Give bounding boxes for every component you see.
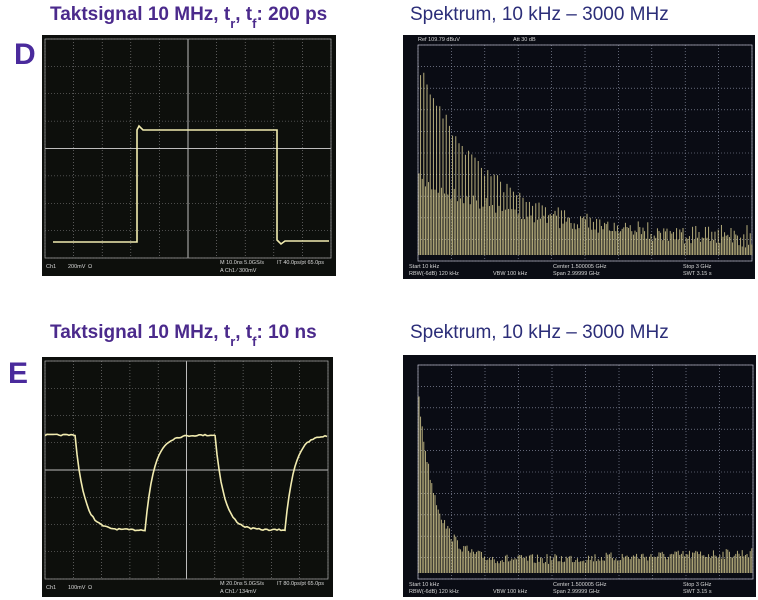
scope-info: IT 80.0ps/pt 65.0ps [277, 581, 324, 587]
analyzer-info: SWT 3.15 s [683, 271, 712, 277]
slide-label: E [8, 357, 28, 390]
scope-info: 200mV [68, 264, 86, 270]
panel-title: Taktsignal 10 MHz, tr, tf: 10 ns [50, 322, 317, 349]
analyzer-info: VBW 100 kHz [493, 589, 527, 595]
scope-info: Ω [88, 585, 92, 591]
analyzer-info: RBW(-6dB) 120 kHz [409, 589, 459, 595]
scope-info: M 20.0ns 5.0GS/s [220, 581, 264, 587]
scope-info: IT 40.0ps/pt 65.0ps [277, 260, 324, 266]
scope-screen [42, 35, 336, 276]
slide-label: D [14, 38, 36, 71]
frame [417, 44, 753, 262]
analyzer-info: Center 1.500005 GHz [553, 264, 607, 270]
analyzer-info: Span 2.99999 GHz [553, 271, 600, 277]
title-part: , t [235, 4, 253, 25]
title-part: f [252, 334, 257, 349]
title-part: : 200 ps [256, 4, 327, 25]
scope-info: Ω [88, 264, 92, 270]
scope-info: Ch1 [46, 264, 56, 270]
analyzer-info: Att 30 dB [513, 37, 536, 43]
analyzer-info: RBW(-6dB) 120 kHz [409, 271, 459, 277]
title-part: Taktsignal 10 MHz, t [50, 322, 231, 343]
analyzer-info: Ref 109.79 dBuV [418, 37, 460, 43]
title-part: : 10 ns [256, 322, 316, 343]
scope-info: M 10.0ns 5.0GS/s [220, 260, 264, 266]
scope-info: A Ch1 ⁄ 300mV [220, 268, 257, 274]
panel-title: Taktsignal 10 MHz, tr, tf: 200 ps [50, 4, 327, 31]
analyzer-info: Center 1.500005 GHz [553, 582, 607, 588]
analyzer-info: Start 10 kHz [409, 264, 440, 270]
scope-info: Ch1 [46, 585, 56, 591]
analyzer-info: Span 2.99999 GHz [553, 589, 600, 595]
title-part: f [252, 16, 257, 31]
analyzer-info: SWT 3.15 s [683, 589, 712, 595]
title-part: Taktsignal 10 MHz, t [50, 4, 231, 25]
frame [417, 364, 754, 580]
spectrum-title: Spektrum, 10 kHz – 3000 MHz [410, 322, 669, 343]
scope-info: A Ch1 ⁄ 134mV [220, 589, 257, 595]
title-part: , t [235, 322, 253, 343]
waveform [44, 433, 328, 532]
title-part: r [230, 334, 235, 349]
spectrum-title: Spektrum, 10 kHz – 3000 MHz [410, 4, 669, 25]
waveform [53, 124, 329, 246]
scope-info: 100mV [68, 585, 86, 591]
scope-screen [42, 357, 333, 597]
frame [44, 38, 332, 259]
analyzer-info: VBW 100 kHz [493, 271, 527, 277]
analyzer-info: Start 10 kHz [409, 582, 440, 588]
title-part: r [230, 16, 235, 31]
analyzer-info: Stop 3 GHz [683, 582, 712, 588]
analyzer-info: Stop 3 GHz [683, 264, 712, 270]
frame [44, 360, 329, 580]
